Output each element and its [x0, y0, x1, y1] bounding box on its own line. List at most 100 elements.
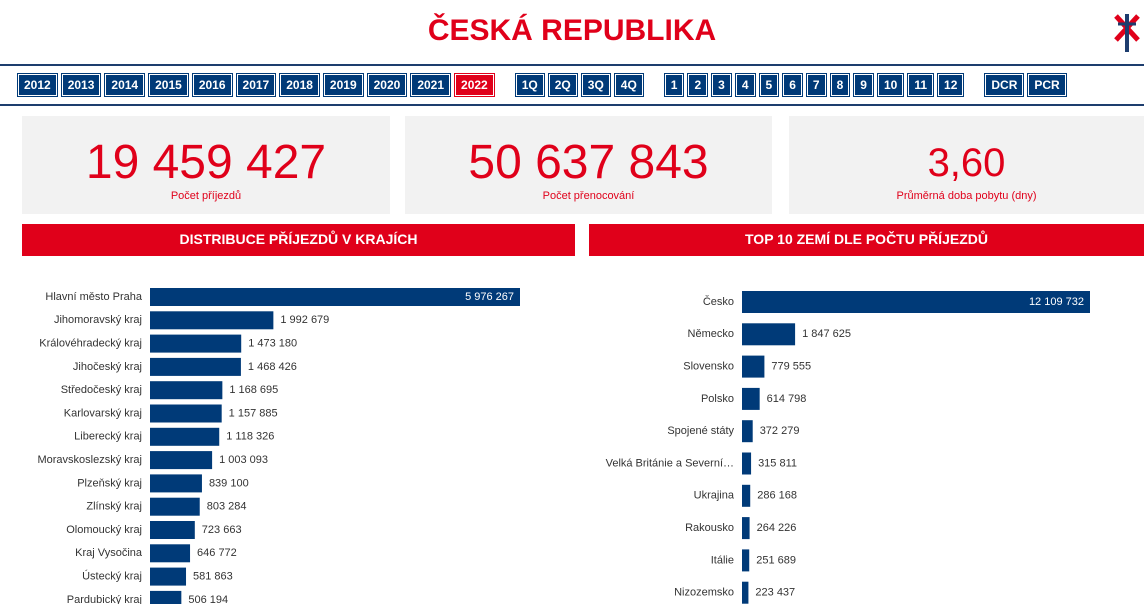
value-label: 1 118 326 — [226, 431, 274, 443]
bar — [150, 567, 187, 586]
category-label: Hlavní město Praha — [45, 291, 142, 303]
filter-button[interactable]: 2022 — [454, 73, 495, 97]
filter-button[interactable]: 11 — [907, 73, 935, 97]
category-label: Olomoucký kraj — [66, 524, 142, 536]
divider — [0, 64, 1144, 66]
value-label: 1 847 625 — [802, 328, 851, 340]
filter-button[interactable]: 2 — [687, 73, 709, 97]
category-label: Itálie — [711, 554, 734, 566]
value-label: 1 168 695 — [229, 384, 278, 396]
filter-button[interactable]: 6 — [782, 73, 803, 97]
category-label: Nizozemsko — [674, 587, 734, 599]
value-label: 264 226 — [757, 522, 797, 534]
value-label: 315 811 — [758, 457, 797, 469]
filter-button[interactable]: 2020 — [366, 73, 408, 97]
category-label: Plzeňský kraj — [77, 477, 142, 489]
category-label: Liberecký kraj — [74, 431, 142, 443]
filter-button[interactable]: 3 — [711, 73, 732, 97]
filter-button[interactable]: 2017 — [235, 73, 277, 97]
category-label: Zlínský kraj — [86, 501, 142, 513]
category-label: Spojené státy — [667, 425, 734, 437]
value-label: 581 863 — [193, 571, 233, 583]
bar — [150, 334, 242, 353]
filter-button[interactable]: 2015 — [148, 73, 189, 97]
value-label: 614 798 — [767, 393, 807, 405]
category-label: Česko — [703, 295, 734, 308]
bar — [150, 590, 182, 604]
category-label: Středočeský kraj — [61, 384, 142, 396]
kpi-value: 50 637 843 — [468, 136, 709, 189]
filter-button[interactable]: 4Q — [613, 73, 644, 97]
bar — [742, 581, 749, 604]
filter-button[interactable]: 3Q — [580, 73, 611, 97]
kpi-label: Počet přenocování — [542, 190, 635, 202]
value-label: 251 689 — [756, 554, 796, 566]
filter-button[interactable]: 2014 — [104, 73, 146, 97]
value-label: 1 003 093 — [219, 454, 268, 466]
bar — [150, 427, 220, 446]
kpi-value: 3,60 — [927, 141, 1006, 185]
value-label: 723 663 — [202, 524, 242, 536]
value-label: 1 468 426 — [248, 361, 297, 373]
value-label: 506 194 — [188, 594, 228, 604]
filter-button[interactable]: 2021 — [410, 73, 452, 97]
filter-button[interactable]: 2019 — [322, 73, 364, 97]
value-label: 1 473 180 — [248, 338, 297, 350]
filter-button[interactable]: 5 — [758, 73, 780, 97]
divider — [0, 104, 1144, 106]
category-label: Polsko — [701, 393, 734, 405]
bar — [742, 484, 751, 507]
value-label: 5 976 267 — [465, 291, 514, 303]
bar — [150, 311, 274, 330]
filter-button[interactable]: DCR — [984, 73, 1025, 97]
kpi-card: 3,60 Průměrná doba pobytu (dny) — [789, 116, 1144, 214]
bar — [742, 387, 760, 410]
category-label: Ukrajina — [694, 490, 735, 502]
bar — [150, 404, 222, 423]
bar — [742, 291, 1090, 313]
filter-button[interactable]: 7 — [805, 73, 827, 97]
filter-button[interactable]: 10 — [876, 73, 905, 97]
filter-button[interactable]: 2012 — [17, 73, 58, 97]
value-label: 1 992 679 — [280, 314, 329, 326]
value-label: 779 555 — [771, 361, 811, 373]
bar — [150, 544, 191, 563]
logo — [1114, 14, 1140, 52]
filter-button[interactable]: 2Q — [547, 73, 578, 97]
value-label: 12 109 732 — [1029, 296, 1084, 308]
category-label: Německo — [688, 328, 734, 340]
filter-button[interactable]: 12 — [937, 73, 965, 97]
section-header: DISTRIBUCE PŘÍJEZDŮ V KRAJÍCH — [22, 224, 575, 256]
filter-button[interactable]: 2013 — [60, 73, 102, 97]
kpi-label: Počet příjezdů — [170, 190, 242, 202]
filter-button[interactable]: 2016 — [191, 73, 233, 97]
bar — [150, 381, 223, 400]
value-label: 1 157 885 — [229, 407, 278, 419]
bar — [150, 497, 200, 516]
page-title: ČESKÁ REPUBLIKA — [427, 14, 717, 47]
filter-button[interactable]: 9 — [853, 73, 874, 97]
filter-button[interactable]: 1 — [663, 73, 685, 97]
value-label: 223 437 — [755, 587, 795, 599]
bar — [742, 549, 750, 572]
bar — [742, 420, 753, 443]
bar — [742, 355, 765, 378]
filter-button[interactable]: 4 — [734, 73, 756, 97]
value-label: 646 772 — [197, 547, 237, 559]
filter-button[interactable]: 8 — [829, 73, 851, 97]
category-label: Velká Británie a Severní… — [606, 457, 734, 469]
bar — [150, 451, 213, 470]
kpi-card: 50 637 843 Počet přenocování — [405, 116, 772, 214]
filter-button[interactable]: PCR — [1027, 73, 1067, 97]
filter-button[interactable]: 1Q — [514, 73, 545, 97]
category-label: Pardubický kraj — [67, 594, 142, 604]
value-label: 839 100 — [209, 477, 249, 489]
category-label: Jihomoravský kraj — [54, 314, 142, 326]
category-label: Karlovarský kraj — [64, 407, 142, 419]
filter-button[interactable]: 2018 — [279, 73, 320, 97]
bar — [150, 357, 241, 376]
category-label: Kraj Vysočina — [75, 547, 143, 559]
bar — [742, 452, 752, 475]
